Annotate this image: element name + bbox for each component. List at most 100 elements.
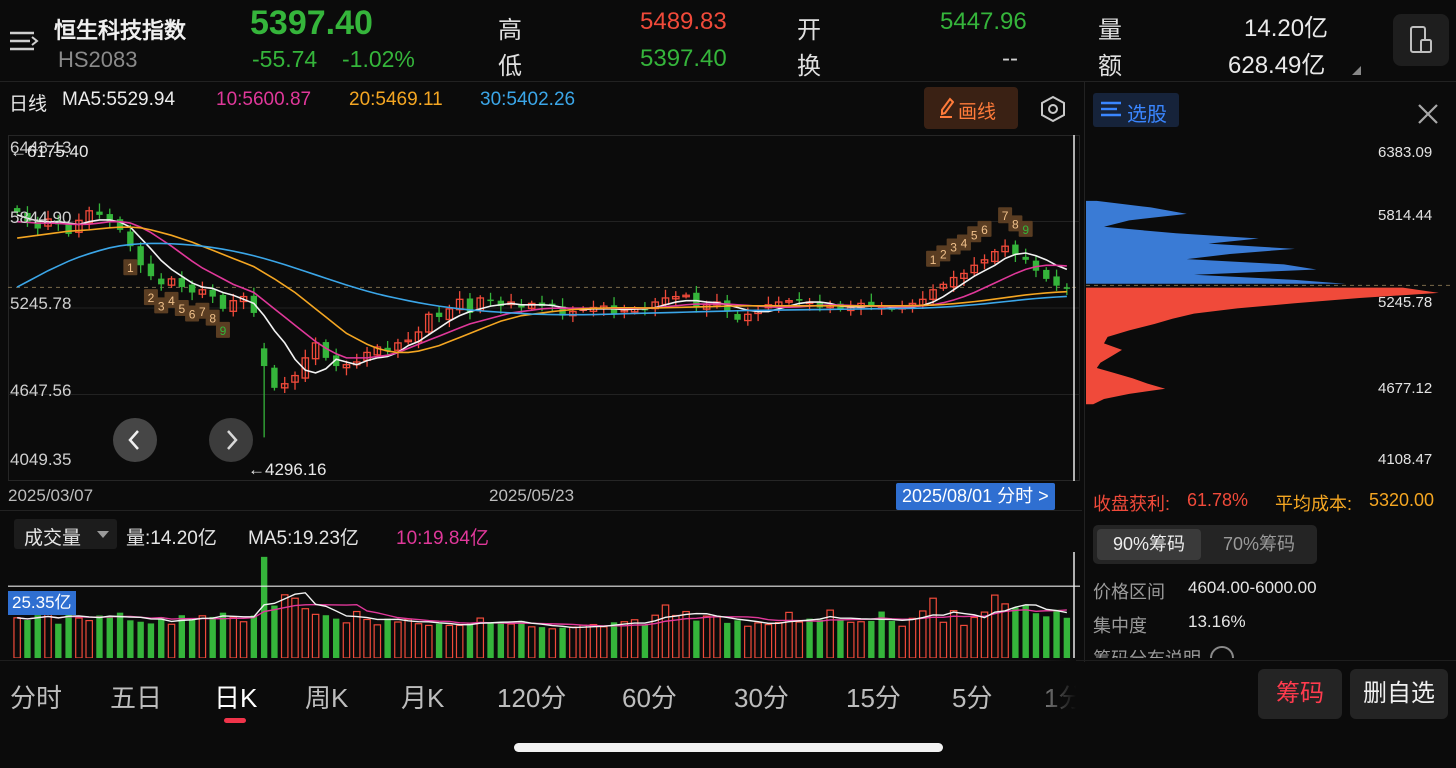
volume-bar-up (682, 610, 690, 658)
close-panel-button[interactable] (1414, 100, 1442, 128)
ma20-line (17, 226, 1067, 354)
kline-chart[interactable]: 123 45 6 7 891 2 3 45 678 9 (8, 135, 1080, 481)
td-label-text: 7 (199, 305, 206, 319)
list-lines-icon (1101, 101, 1123, 124)
candle-body-down (271, 367, 278, 388)
td-label-box (977, 220, 992, 237)
tab-five-day[interactable]: 五日 (110, 683, 163, 713)
remove-watchlist-button[interactable]: 删自选 (1350, 669, 1448, 719)
volume-bar-down (1043, 616, 1050, 658)
ma10-value: 10:5600.87 (216, 89, 312, 110)
volume-bar-down (127, 620, 134, 658)
candle-body-down (127, 231, 134, 247)
candle-body-down (1022, 256, 1029, 260)
candle-body-down (1032, 260, 1040, 271)
volume-bar-down (724, 622, 731, 658)
candle-body-down (24, 212, 31, 222)
volume-chart[interactable] (8, 552, 1080, 658)
volume-bar-up (908, 617, 917, 658)
amount-label: 额 (1098, 53, 1122, 80)
td-label-text: 9 (220, 324, 227, 338)
draw-line-button[interactable]: 画线 (924, 87, 1018, 129)
low-marker: ←4296.16 (248, 460, 327, 479)
volume-bar-up (960, 624, 968, 658)
volume-bar-down (868, 620, 875, 658)
volume-bar-up (620, 621, 629, 658)
index-code: HS2083 (58, 47, 138, 72)
candle-body-up (445, 308, 454, 321)
volume-bar-down (55, 623, 62, 658)
volume-bar-up (795, 621, 804, 658)
td-label-text: 6 (981, 223, 988, 237)
volume-bar-down (106, 616, 113, 658)
chips-button[interactable]: 筹码 (1258, 669, 1342, 719)
hexagon-settings-icon (1041, 95, 1065, 123)
tab-chip-90[interactable]: 90%筹码 (1097, 529, 1201, 560)
candle-body-down (65, 224, 72, 234)
avg-cost-label: 平均成本: (1275, 494, 1353, 514)
tab-chip-70[interactable]: 70%筹码 (1222, 534, 1296, 554)
candle-body-up (929, 289, 937, 300)
candle-body-down (219, 294, 227, 309)
date-intraday-tip[interactable]: 2025/08/01 分时 > (896, 483, 1055, 510)
volume-bar-down (559, 627, 566, 658)
tab-monthly[interactable]: 月K (401, 683, 445, 713)
tabs-fade (1026, 660, 1076, 730)
candle-body-down (518, 304, 525, 308)
profit-label: 收盘获利: (1093, 494, 1171, 514)
candle-body-up (342, 364, 351, 369)
volume-bar-up (764, 623, 773, 658)
volume-label: 量 (1098, 17, 1122, 44)
last-price: 5397.40 (250, 4, 373, 42)
volume-bar-down (147, 623, 155, 658)
tab-5min[interactable]: 5分 (952, 683, 993, 713)
volume-indicator-selector[interactable]: 成交量 (14, 519, 117, 549)
tab-120min[interactable]: 120分 (497, 683, 567, 713)
volume-bar-up (239, 621, 248, 658)
candle-body-up (291, 374, 299, 383)
volume-bar-down (538, 627, 546, 658)
volume-bar-up (291, 597, 299, 658)
volume-bar-up (702, 615, 711, 658)
volume-bar-down (384, 618, 391, 658)
candle-body-down (34, 220, 41, 229)
tab-intraday[interactable]: 分时 (10, 683, 63, 713)
td-label-box (215, 321, 230, 338)
volume-bar-up (939, 621, 948, 658)
tab-30min[interactable]: 30分 (734, 683, 789, 713)
volume-bar-down (497, 622, 505, 658)
chart-settings-button[interactable] (1038, 94, 1068, 124)
close-icon (1418, 104, 1438, 124)
landscape-button[interactable] (1393, 14, 1449, 66)
volume-bar-down (888, 620, 896, 658)
scroll-left-button[interactable] (113, 418, 157, 462)
price-range-label: 价格区间 (1093, 582, 1165, 602)
ma10-line (17, 220, 1067, 359)
candle-body-down (868, 301, 875, 307)
y-label-4: 4647.56 (10, 381, 72, 400)
volume-bar-down (260, 556, 268, 658)
concentration-value: 13.16% (1188, 612, 1246, 631)
chip-explain-link[interactable]: 筹码分布说明 (1093, 645, 1201, 658)
td-label-box (123, 259, 138, 276)
y-label-top: 6443.13 (10, 138, 72, 157)
tab-60min[interactable]: 60分 (622, 683, 677, 713)
volume-bar-up (569, 626, 577, 658)
candle-body-down (734, 314, 741, 320)
tab-15min[interactable]: 15分 (846, 683, 901, 713)
candle-body-up (239, 295, 248, 303)
td-label-box (1018, 220, 1033, 237)
volume-bar-down (693, 620, 700, 658)
scroll-right-button[interactable] (209, 418, 253, 462)
candle-body-up (167, 278, 176, 286)
ma30-value: 30:5402.26 (480, 89, 576, 110)
tab-daily[interactable]: 日K (214, 683, 258, 713)
candle-body-down (55, 220, 62, 225)
candle-body-down (1043, 269, 1050, 279)
menu-icon[interactable] (8, 26, 40, 56)
candle-body-up (960, 272, 968, 279)
tab-weekly[interactable]: 周K (305, 683, 349, 713)
volume-bar-up (1001, 603, 1009, 658)
stock-picker-tab[interactable]: 选股 (1093, 93, 1179, 127)
volume-bar-up (774, 621, 783, 658)
